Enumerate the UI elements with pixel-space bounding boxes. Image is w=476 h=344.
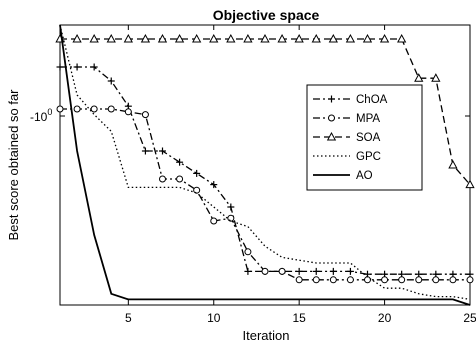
legend-item-choa: ChOA — [313, 94, 388, 106]
series-soa-point — [345, 33, 356, 43]
series-soa-point — [243, 33, 253, 43]
x-tick-label: 15 — [292, 311, 306, 325]
series-mpa-point — [295, 276, 303, 284]
series-mpa-point — [415, 276, 423, 284]
series-choa-point — [210, 181, 218, 189]
legend-entries: ChOA MPA SOA GPC AO — [313, 94, 388, 182]
series-mpa-point — [244, 248, 252, 256]
series-soa-point — [106, 33, 116, 43]
series-mpa-point — [193, 186, 201, 194]
series-choa-point — [73, 63, 81, 71]
series-soa-point — [397, 33, 407, 43]
legend-label-soa: SOA — [356, 132, 381, 144]
series-soa-point — [174, 33, 185, 43]
series-ao-line — [59, 24, 471, 306]
series-soa-point — [192, 33, 202, 43]
series-soa-point — [157, 33, 168, 43]
series-soa-point — [328, 33, 338, 43]
series-choa-point — [193, 169, 201, 177]
series-soa-point — [362, 33, 373, 43]
series-mpa-point — [466, 276, 474, 284]
y-tick-exponent: 0 — [47, 107, 52, 117]
series-choa-point — [159, 147, 166, 155]
legend-label-ao: AO — [356, 170, 373, 182]
series-mpa-point — [210, 217, 218, 225]
series-soa-point — [277, 33, 287, 43]
series-choa-point — [312, 267, 320, 275]
series-choa-point — [56, 63, 64, 71]
series-choa-point — [107, 77, 115, 85]
series-choa-point — [329, 267, 337, 275]
x-axis-ticks: 5 10 15 20 25 — [125, 25, 476, 325]
legend-item-mpa: MPA — [313, 113, 380, 125]
legend-item-soa: SOA — [313, 131, 381, 144]
series-mpa-point — [73, 105, 81, 113]
series-choa-point — [295, 267, 303, 275]
series-choa-point — [141, 147, 149, 155]
series-mpa-point — [329, 276, 337, 284]
series-soa-point — [465, 179, 475, 189]
series-soa-point — [379, 33, 390, 43]
x-tick-label: 10 — [207, 311, 221, 325]
series-layer — [55, 24, 475, 306]
series-mpa-point — [107, 105, 115, 113]
series-mpa-point — [261, 267, 269, 275]
series-mpa-point — [159, 175, 166, 183]
series-mpa-point — [381, 276, 389, 284]
y-axis-ticks: -100 — [30, 107, 470, 124]
series-soa-point — [140, 33, 151, 43]
series-mpa-point — [364, 276, 371, 284]
legend-label-gpc: GPC — [356, 151, 381, 163]
chart-title: Objective space — [213, 7, 320, 23]
series-soa-point — [260, 33, 270, 43]
series-choa-point — [90, 63, 98, 71]
series-choa-point — [227, 203, 235, 211]
series-soa-point — [89, 33, 99, 43]
legend: ChOA MPA SOA GPC AO — [306, 84, 423, 191]
series-soa-point — [72, 33, 82, 43]
series-mpa-point — [432, 276, 440, 284]
legend-marker-soa — [326, 131, 337, 141]
series-soa-point — [448, 159, 458, 169]
series-mpa-point — [346, 276, 354, 284]
y-tick-label: -100 — [30, 107, 52, 124]
series-mpa-point — [141, 111, 149, 119]
series-soa-point — [123, 33, 133, 43]
y-axis-label: Best score obtained so far — [6, 89, 21, 241]
legend-item-gpc: GPC — [313, 151, 381, 163]
series-soa-point — [209, 33, 219, 43]
series-soa-point — [311, 33, 321, 43]
x-tick-label: 25 — [463, 311, 476, 325]
x-axis-label: Iteration — [243, 328, 290, 343]
series-choa-point — [176, 158, 184, 166]
x-tick-label: 20 — [378, 311, 392, 325]
series-soa-point — [431, 73, 441, 82]
legend-marker-mpa — [328, 114, 335, 122]
legend-label-choa: ChOA — [356, 94, 388, 106]
series-gpc-line — [59, 24, 471, 301]
series-mpa-point — [312, 276, 320, 284]
series-soa-point — [294, 33, 304, 43]
legend-item-ao: AO — [313, 170, 373, 182]
series-mpa-point — [398, 276, 406, 284]
series-mpa-point — [176, 175, 184, 183]
series-soa-point — [414, 73, 424, 82]
series-mpa-point — [278, 267, 286, 275]
series-mpa-point — [449, 276, 457, 284]
series-mpa-point — [56, 105, 64, 113]
legend-label-mpa: MPA — [356, 113, 380, 125]
series-mpa-point — [90, 105, 98, 113]
series-mpa-point — [124, 108, 132, 116]
series-mpa-point — [227, 214, 235, 222]
x-tick-label: 5 — [125, 311, 132, 325]
series-choa-point — [346, 267, 354, 275]
series-soa-point — [226, 33, 236, 43]
series-choa-point — [244, 267, 252, 275]
legend-marker-choa — [328, 95, 335, 103]
